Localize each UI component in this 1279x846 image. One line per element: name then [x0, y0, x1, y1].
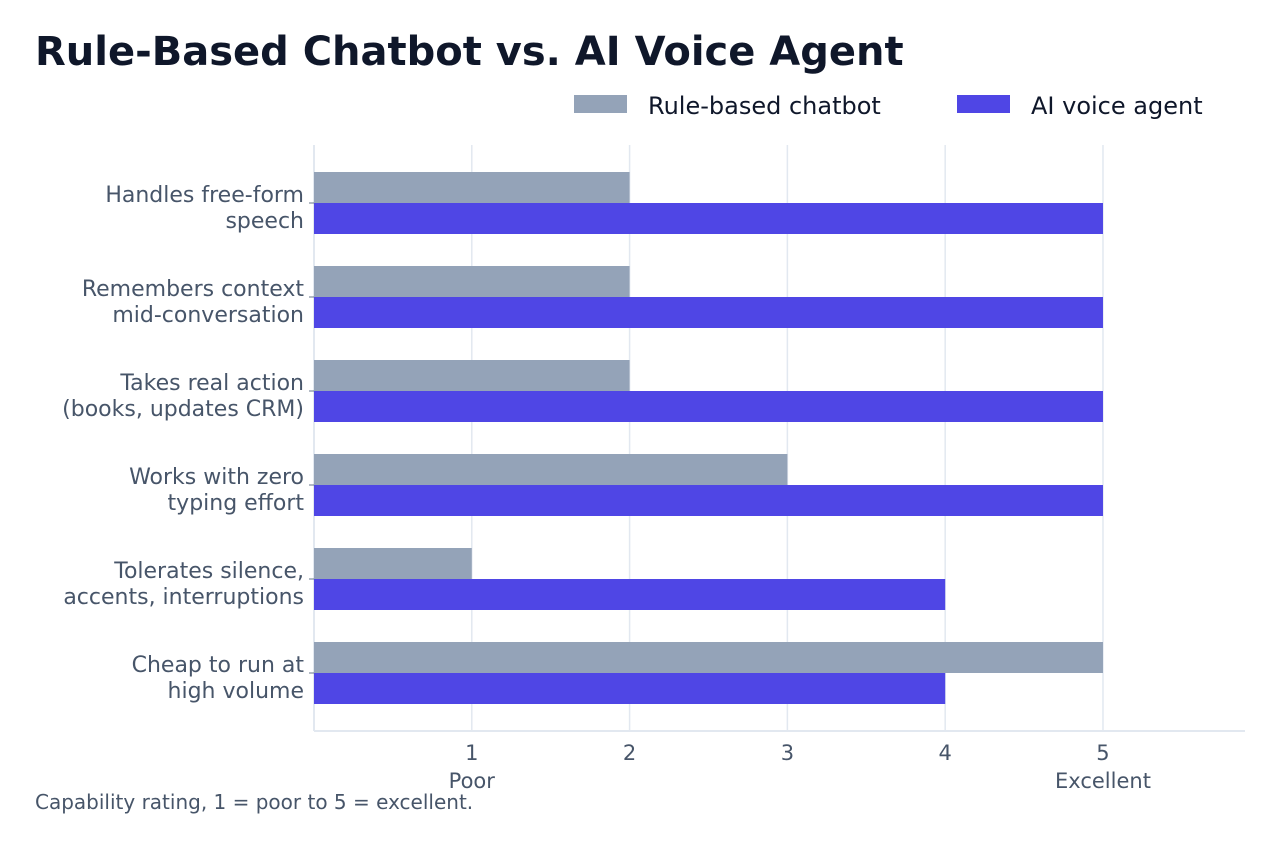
bar-rule-based-chatbot — [314, 548, 472, 579]
legend-label: Rule-based chatbot — [648, 92, 881, 120]
x-tick-label: 2 — [623, 741, 636, 765]
category-label: Tolerates silence, — [113, 559, 304, 584]
bar-rule-based-chatbot — [314, 642, 1103, 673]
legend-swatch — [574, 95, 627, 113]
category-label: mid-conversation — [112, 303, 304, 328]
x-tick-label: 4 — [938, 741, 951, 765]
bar-ai-voice-agent — [314, 673, 946, 704]
bar-rule-based-chatbot — [314, 172, 630, 203]
category-label: Remembers context — [82, 277, 305, 302]
category-label: typing effort — [168, 491, 305, 516]
category-label: accents, interruptions — [63, 585, 304, 610]
category-label: speech — [225, 209, 304, 234]
bar-rule-based-chatbot — [314, 454, 788, 485]
bar-ai-voice-agent — [314, 203, 1103, 234]
bar-ai-voice-agent — [314, 579, 946, 610]
x-tick-label: 3 — [781, 741, 794, 765]
category-label: Cheap to run at — [132, 653, 305, 678]
category-label: Handles free-form — [105, 183, 304, 208]
bar-ai-voice-agent — [314, 485, 1103, 516]
x-tick-label: 5 — [1096, 741, 1109, 765]
bar-rule-based-chatbot — [314, 360, 630, 391]
category-label: (books, updates CRM) — [62, 397, 304, 422]
x-tick-label: 1 — [465, 741, 478, 765]
category-label: Works with zero — [129, 465, 304, 490]
chart-title: Rule-Based Chatbot vs. AI Voice Agent — [35, 29, 904, 75]
legend-label: AI voice agent — [1031, 92, 1203, 120]
category-label: Takes real action — [119, 371, 304, 396]
legend-swatch — [957, 95, 1010, 113]
bar-rule-based-chatbot — [314, 266, 630, 297]
x-tick-sublabel: Excellent — [1055, 769, 1151, 793]
bar-ai-voice-agent — [314, 391, 1103, 422]
chart-caption: Capability rating, 1 = poor to 5 = excel… — [35, 790, 474, 814]
bar-ai-voice-agent — [314, 297, 1103, 328]
category-label: high volume — [168, 679, 304, 704]
x-tick-sublabel: Poor — [449, 769, 496, 793]
